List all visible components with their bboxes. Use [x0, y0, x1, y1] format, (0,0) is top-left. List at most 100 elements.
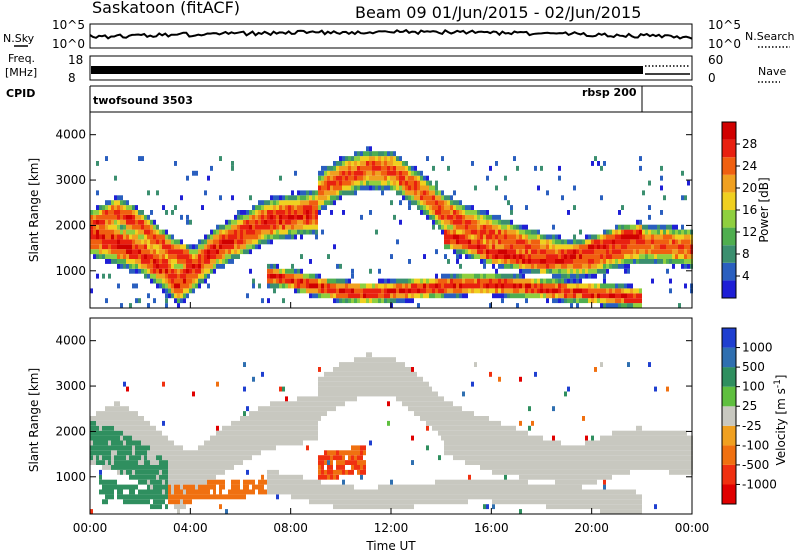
heatmap-cell [573, 244, 576, 250]
heatmap-cell [621, 298, 624, 304]
heatmap-cell [423, 200, 426, 206]
heatmap-cell [201, 244, 204, 250]
heatmap-cell [567, 254, 570, 259]
heatmap-cell [231, 239, 234, 245]
heatmap-cell [531, 435, 534, 441]
heatmap-cell [327, 190, 330, 196]
heatmap-cell [159, 263, 162, 269]
heatmap-cell [609, 298, 612, 304]
heatmap-cell [114, 224, 117, 230]
heatmap-cell [345, 185, 348, 191]
heatmap-cell [537, 455, 540, 461]
heatmap-cell [441, 401, 444, 407]
heatmap-cell [471, 210, 474, 215]
heatmap-cell [219, 244, 222, 250]
heatmap-cell [384, 494, 387, 500]
heatmap-cell [528, 499, 531, 505]
heatmap-cell [501, 254, 504, 259]
heatmap-cell [186, 455, 189, 461]
heatmap-cell [309, 278, 312, 284]
heatmap-cell [279, 224, 282, 230]
heatmap-cell [327, 494, 330, 500]
heatmap-cell [303, 425, 306, 431]
heatmap-cell [153, 455, 156, 461]
heatmap-cell [159, 229, 162, 235]
heatmap-cell [516, 244, 519, 250]
heatmap-cell [489, 283, 492, 289]
heatmap-cell [507, 288, 510, 294]
heatmap-cell [567, 283, 570, 289]
heatmap-cell [96, 435, 99, 441]
heatmap-cell [162, 268, 165, 274]
heatmap-cell [381, 175, 384, 181]
heatmap-cell [492, 504, 495, 510]
heatmap-cell [414, 381, 417, 387]
heatmap-cell [192, 288, 195, 294]
heatmap-cell [213, 484, 216, 490]
heatmap-cell [138, 460, 141, 465]
heatmap-cell [285, 416, 288, 421]
heatmap-cell [528, 259, 531, 264]
heatmap-cell [450, 244, 453, 250]
heatmap-cell [438, 411, 441, 416]
heatmap-cell [126, 234, 129, 240]
heatmap-cell [555, 254, 558, 259]
heatmap-cell [471, 430, 474, 436]
heatmap-cell [333, 175, 336, 181]
heatmap-cell [192, 484, 195, 490]
heatmap-cell [411, 367, 414, 372]
heatmap-cell [531, 494, 534, 500]
heatmap-cell [495, 465, 498, 470]
heatmap-cell [144, 474, 147, 480]
heatmap-cell [249, 210, 252, 215]
heatmap-cell [204, 259, 207, 264]
heatmap-cell [495, 455, 498, 461]
heatmap-cell [552, 504, 555, 510]
heatmap-cell [489, 371, 492, 377]
heatmap-cell [414, 489, 417, 495]
heatmap-cell [279, 479, 282, 485]
heatmap-cell [549, 460, 552, 465]
heatmap-cell [537, 249, 540, 255]
heatmap-cell [168, 465, 171, 470]
heatmap-cell [561, 288, 564, 294]
heatmap-cell [300, 440, 303, 446]
heatmap-cell [474, 244, 477, 250]
heatmap-cell [405, 499, 408, 505]
heatmap-cell [231, 430, 234, 436]
heatmap-cell [456, 205, 459, 210]
heatmap-cell [192, 259, 195, 264]
heatmap-cell [489, 465, 492, 470]
heatmap-cell [276, 420, 279, 426]
heatmap-cell [672, 229, 675, 235]
heatmap-cell [630, 288, 633, 294]
heatmap-cell [402, 185, 405, 191]
heatmap-cell [141, 416, 144, 421]
heatmap-cell [114, 214, 117, 220]
heatmap-cell [333, 185, 336, 191]
heatmap-cell [195, 254, 198, 259]
heatmap-cell [387, 170, 390, 176]
heatmap-cell [456, 450, 459, 456]
heatmap-cell [537, 268, 540, 274]
heatmap-cell [489, 229, 492, 235]
heatmap-cell [501, 259, 504, 264]
heatmap-cell [567, 239, 570, 245]
heatmap-cell [162, 273, 165, 279]
heatmap-cell [477, 435, 480, 441]
heatmap-cell [117, 219, 120, 225]
heatmap-cell [417, 381, 420, 387]
heatmap-cell [141, 263, 144, 269]
heatmap-cell [321, 411, 324, 416]
heatmap-cell [423, 396, 426, 402]
heatmap-cell [294, 401, 297, 407]
heatmap-cell [498, 425, 501, 431]
heatmap-cell [504, 219, 507, 225]
heatmap-cell [309, 219, 312, 225]
heatmap-cell [219, 455, 222, 461]
heatmap-cell [468, 224, 471, 230]
heatmap-cell [393, 298, 396, 304]
heatmap-cell [405, 283, 408, 289]
heatmap-cell [201, 474, 204, 480]
heatmap-cell [372, 489, 375, 495]
